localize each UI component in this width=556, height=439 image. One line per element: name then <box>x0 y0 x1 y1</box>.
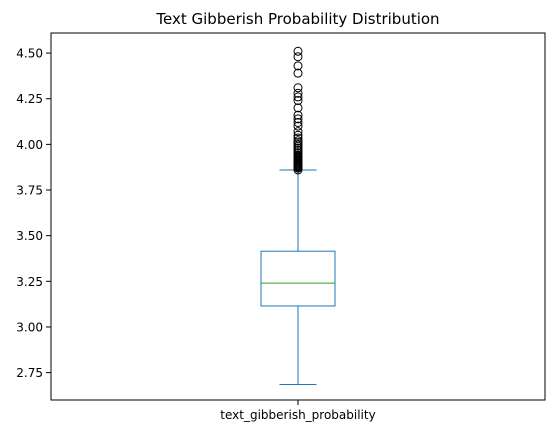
y-tick-label: 3.75 <box>16 184 43 198</box>
outlier-point <box>293 46 303 56</box>
outlier-point <box>293 68 303 78</box>
outlier-point <box>293 83 303 93</box>
outlier-point <box>293 117 303 127</box>
x-axis: text_gibberish_probability <box>220 400 376 422</box>
y-tick-label: 4.25 <box>16 92 43 106</box>
chart-title: Text Gibberish Probability Distribution <box>155 10 439 28</box>
outlier-point <box>293 103 303 113</box>
outlier-point <box>293 133 303 143</box>
y-tick-label: 3.50 <box>16 229 43 243</box>
plot-area <box>260 46 336 385</box>
y-tick-label: 3.00 <box>16 320 43 334</box>
outlier-point <box>293 114 303 124</box>
y-tick-label: 2.75 <box>16 366 43 380</box>
axes-frame <box>50 32 546 401</box>
y-tick-label: 4.50 <box>16 47 43 61</box>
y-tick-label: 3.25 <box>16 275 43 289</box>
outlier-point <box>293 136 303 146</box>
iqr-box <box>260 250 336 307</box>
outlier-point <box>293 130 303 140</box>
outlier-point <box>293 121 303 131</box>
outlier-point <box>293 88 303 98</box>
y-axis: 2.75 3.00 3.25 3.50 3.75 4.00 4.25 4.50 <box>16 47 51 380</box>
outlier-point <box>293 110 303 120</box>
outlier-point <box>293 52 303 62</box>
outlier-point <box>293 127 303 137</box>
outlier-point <box>293 96 303 106</box>
outlier-point <box>293 61 303 71</box>
outlier-point <box>293 92 303 102</box>
x-tick-label: text_gibberish_probability <box>220 408 375 422</box>
y-tick-label: 4.00 <box>16 138 43 152</box>
